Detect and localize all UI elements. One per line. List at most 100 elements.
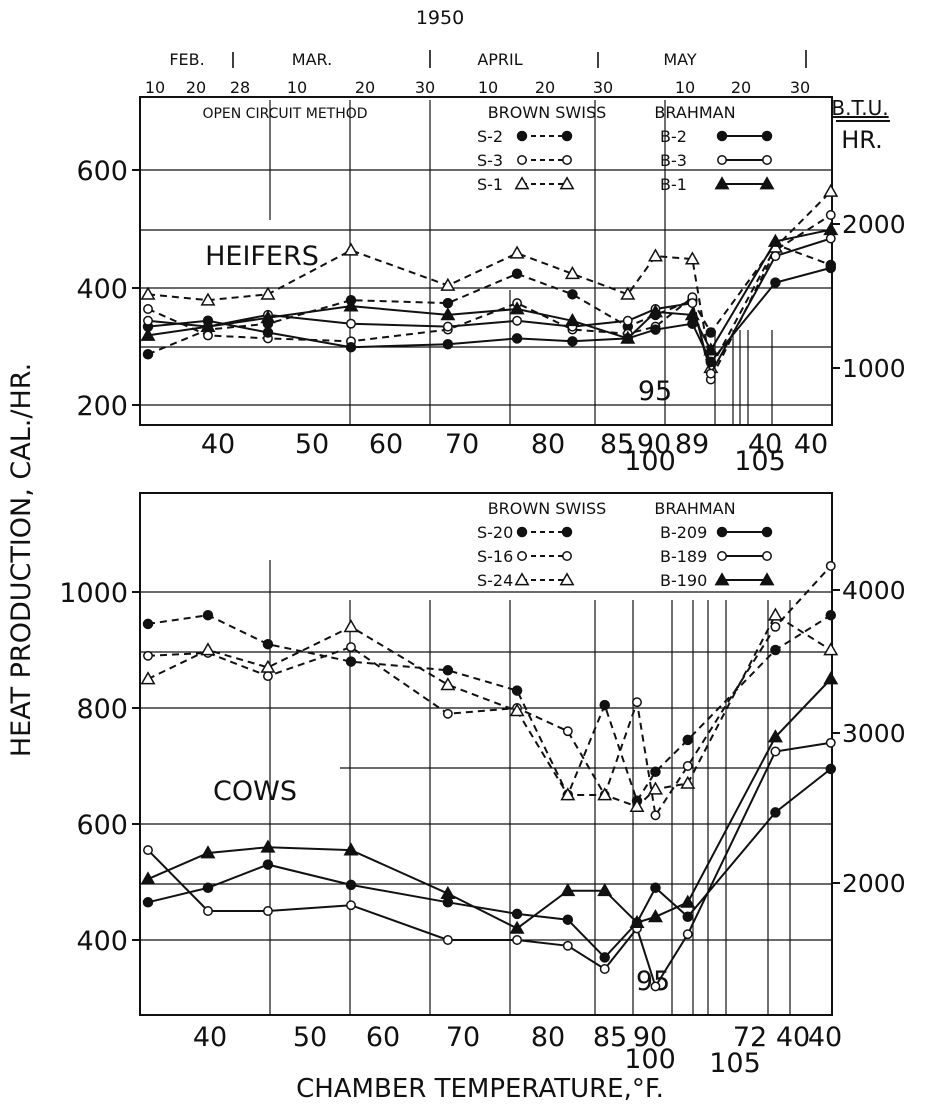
legend-marker xyxy=(716,130,728,142)
data-point xyxy=(682,734,694,746)
legend-marker xyxy=(714,176,730,190)
data-point xyxy=(632,697,642,708)
day-label: 30 xyxy=(415,78,435,97)
data-point xyxy=(140,671,156,685)
data-point xyxy=(143,845,153,856)
data-point xyxy=(512,935,523,945)
data-point xyxy=(509,703,525,717)
data-point xyxy=(562,726,573,737)
legend-series-name: S-1 xyxy=(477,175,503,194)
legend-group-title: BRAHMAN xyxy=(654,103,735,122)
legend-group-title: BROWN SWISS xyxy=(488,103,607,122)
y-tick-label: 400 xyxy=(76,274,128,305)
data-point xyxy=(142,897,154,908)
y2-tick-label: 3000 xyxy=(842,719,906,748)
data-point xyxy=(343,842,359,856)
x-tick-label: 90 xyxy=(637,429,671,460)
data-point xyxy=(442,339,454,350)
x-tick-label: 40 xyxy=(776,1022,810,1053)
data-point xyxy=(262,327,274,338)
legend-marker xyxy=(514,572,530,586)
data-point xyxy=(770,644,781,656)
data-point xyxy=(343,619,359,633)
data-point xyxy=(567,336,578,347)
x-tick-label: 85 xyxy=(600,429,634,460)
x-tick-label: 40 xyxy=(808,1022,842,1053)
day-label: 10 xyxy=(145,78,165,97)
data-point xyxy=(629,798,645,812)
data-point xyxy=(622,315,633,326)
x-tick-label: 40 xyxy=(201,429,235,460)
y2-tick-label: 4000 xyxy=(842,576,906,605)
data-point xyxy=(260,839,276,853)
day-label: 30 xyxy=(790,78,810,97)
x-tick-label: 40 xyxy=(794,429,828,460)
data-point xyxy=(823,183,839,197)
data-point xyxy=(511,908,523,920)
y-tick-label: 1000 xyxy=(59,578,128,609)
x-tick-label: 70 xyxy=(446,1022,480,1053)
day-label: 20 xyxy=(731,78,751,97)
data-point xyxy=(825,560,836,571)
data-point xyxy=(825,262,837,274)
data-point xyxy=(140,871,156,885)
data-point xyxy=(262,671,273,682)
x-tick-label: 80 xyxy=(531,429,565,460)
data-point xyxy=(260,286,276,300)
data-point xyxy=(440,307,456,321)
data-point xyxy=(564,266,580,280)
figure-year: 1950 xyxy=(416,7,464,29)
legend-marker xyxy=(717,551,727,561)
data-point xyxy=(343,298,359,312)
data-point xyxy=(440,885,456,899)
x-tick-label: 72 xyxy=(733,1022,767,1053)
day-label: 28 xyxy=(230,78,250,97)
y-tick-label: 600 xyxy=(76,156,128,187)
data-point xyxy=(682,761,693,771)
data-point xyxy=(202,609,214,621)
legend-marker xyxy=(517,155,527,165)
legend-marker xyxy=(517,551,527,561)
data-point xyxy=(825,210,836,220)
y-tick-label: 400 xyxy=(76,926,128,957)
data-point xyxy=(767,233,783,247)
legend-marker xyxy=(759,572,775,586)
data-point xyxy=(509,301,525,315)
y2-tick-label: 1000 xyxy=(842,354,906,383)
data-point xyxy=(703,342,719,356)
data-point xyxy=(142,348,154,360)
data-point xyxy=(564,313,580,327)
data-point xyxy=(140,286,156,300)
data-point xyxy=(650,324,661,335)
data-point xyxy=(705,368,716,379)
data-point xyxy=(647,248,663,262)
data-point xyxy=(825,763,837,775)
data-point xyxy=(200,318,216,333)
data-point xyxy=(202,882,214,894)
data-point xyxy=(346,318,356,329)
data-point xyxy=(680,775,696,789)
data-point xyxy=(442,321,453,332)
plot-frame xyxy=(139,492,833,1016)
y-tick-label: 600 xyxy=(76,810,128,841)
x-tick-label: 80 xyxy=(531,1022,565,1053)
data-point xyxy=(825,233,836,244)
data-point xyxy=(260,310,276,324)
cows-panel: 400 600 800 1000 2000 3000 4000 40 50 60 70 80 85 90 7… xyxy=(59,492,906,1079)
legend-series-name: B-189 xyxy=(660,547,707,566)
data-point xyxy=(140,327,156,341)
data-point xyxy=(511,685,523,696)
legend-marker xyxy=(761,526,773,538)
heifers-panel: 200 400 600 1000 2000 40 50 60 70 80 85 90 89 40 40 95 1… xyxy=(76,96,906,477)
legend-series-name: B-2 xyxy=(660,127,687,146)
legend-marker xyxy=(761,130,773,142)
legend-marker xyxy=(559,572,575,586)
data-point xyxy=(203,330,213,341)
day-label: 20 xyxy=(355,78,375,97)
legend-marker xyxy=(561,526,573,538)
day-label: 10 xyxy=(478,78,498,97)
data-point xyxy=(823,642,839,656)
legend-series-name: S-3 xyxy=(477,151,503,170)
data-point xyxy=(599,952,610,963)
data-point xyxy=(567,289,578,300)
